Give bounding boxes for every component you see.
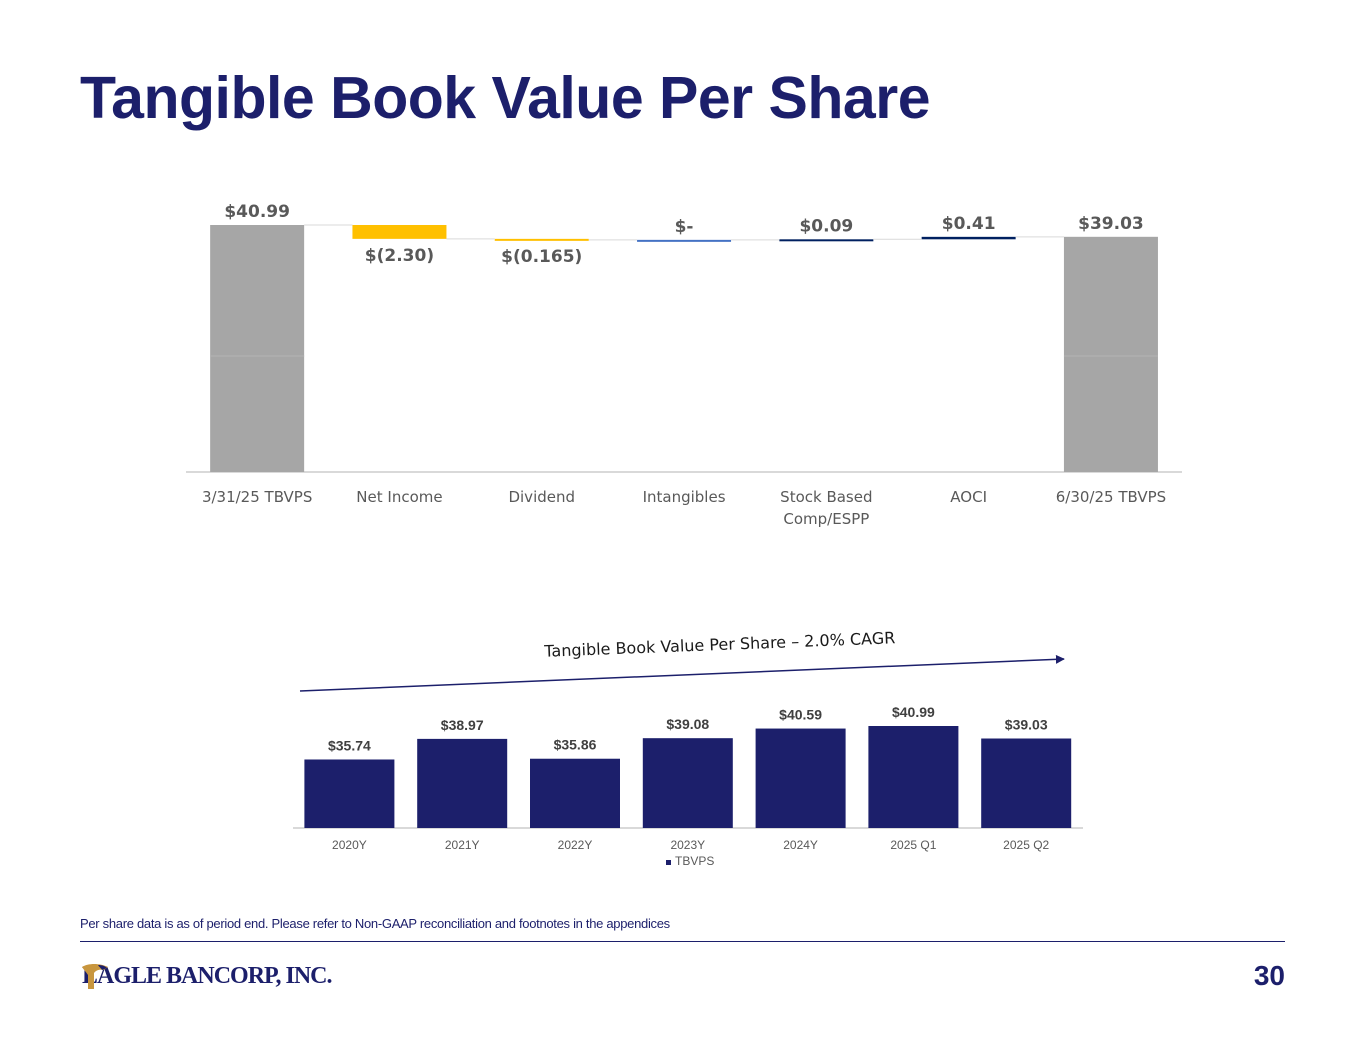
tbvps-bar [530, 758, 620, 828]
tbvps-bar [642, 738, 733, 828]
tbvps-category-label: 2023Y [670, 838, 705, 852]
waterfall-value-label: $0.09 [799, 216, 853, 236]
tbvps-bar [304, 759, 395, 828]
waterfall-category-label: Comp/ESPP [783, 510, 869, 528]
waterfall-value-label: $- [675, 217, 694, 237]
footnote: Per share data is as of period end. Plea… [80, 916, 670, 931]
waterfall-value-label: $(2.30) [365, 246, 434, 266]
waterfall-value-label: $0.41 [942, 214, 996, 234]
tbvps-category-label: 2025 Q2 [1003, 838, 1049, 852]
legend-label: TBVPS [675, 854, 714, 868]
tbvps-value-label: $39.08 [666, 716, 709, 732]
page-title: Tangible Book Value Per Share [80, 65, 931, 131]
cagr-annotation: Tangible Book Value Per Share – 2.0% CAG… [543, 628, 896, 661]
tbvps-category-label: 2020Y [332, 838, 367, 852]
tbvps-category-label: 2025 Q1 [890, 838, 936, 852]
waterfall-bar [779, 239, 874, 242]
waterfall-bar [921, 236, 1016, 240]
tbvps-category-label: 2021Y [445, 838, 480, 852]
waterfall-category-label: Dividend [508, 488, 575, 506]
tbvps-value-label: $38.97 [441, 717, 484, 733]
cagr-trend-arrow [299, 654, 1065, 692]
legend-swatch [666, 860, 671, 865]
waterfall-bar [352, 225, 447, 239]
tbvps-value-label: $40.99 [892, 704, 935, 720]
waterfall-category-label: Intangibles [643, 488, 726, 506]
tbvps-bar [755, 728, 846, 828]
tbvps-bar [417, 738, 508, 828]
waterfall-value-label: $40.99 [224, 202, 290, 222]
company-logo: EAGLE BANCORP, INC. [80, 960, 332, 992]
tbvps-category-label: 2024Y [783, 838, 818, 852]
tbvps-value-label: $40.59 [779, 707, 822, 723]
footer-divider [80, 941, 1285, 942]
waterfall-category-label: Net Income [356, 488, 442, 506]
waterfall-bar [637, 239, 732, 242]
waterfall-chart: $40.99 3/31/25 TBVPS $(2.30) Net Income $(0.… [186, 202, 1182, 528]
waterfall-value-label: $39.03 [1078, 214, 1144, 234]
waterfall-bar [210, 225, 305, 472]
page-number: 30 [1253, 960, 1285, 991]
waterfall-category-label: AOCI [950, 488, 987, 506]
tbvps-history-chart: Tangible Book Value Per Share – 2.0% CAG… [293, 628, 1083, 868]
tbvps-category-label: 2022Y [558, 838, 593, 852]
waterfall-value-label: $(0.165) [501, 247, 582, 267]
eagle-logo-icon [82, 964, 108, 989]
waterfall-category-label: 6/30/25 TBVPS [1056, 488, 1166, 506]
tbvps-bar [981, 738, 1072, 828]
waterfall-bar [1063, 236, 1158, 472]
tbvps-value-label: $39.03 [1005, 717, 1048, 733]
waterfall-bar [494, 238, 589, 241]
logo-text: EAGLE BANCORP, INC. [82, 962, 332, 989]
waterfall-category-label: Stock Based [780, 488, 872, 506]
waterfall-category-label: 3/31/25 TBVPS [202, 488, 312, 506]
tbvps-value-label: $35.74 [328, 737, 371, 753]
tbvps-value-label: $35.86 [554, 737, 597, 753]
tbvps-bar [868, 726, 959, 828]
